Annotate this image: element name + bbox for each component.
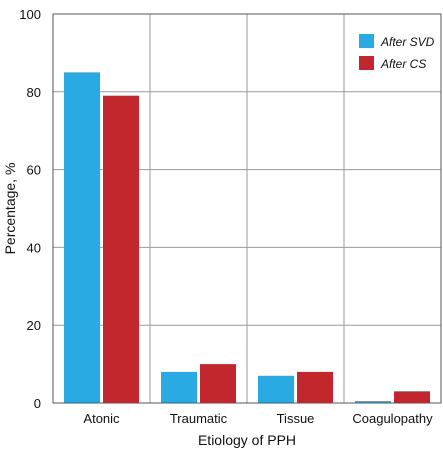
y-tick-label: 100 <box>19 7 41 22</box>
y-tick-label: 40 <box>27 240 41 255</box>
legend-label: After CS <box>380 57 426 71</box>
x-tick-label: Tissue <box>277 411 315 426</box>
x-tick-label: Atonic <box>83 411 120 426</box>
bar-tissue-cs <box>297 371 333 403</box>
legend-swatch <box>359 56 374 70</box>
bar-atonic-svd <box>64 72 100 403</box>
bar-traumatic-svd <box>161 371 197 403</box>
plot-frame <box>52 13 442 404</box>
y-tick-label: 20 <box>27 318 41 333</box>
bars <box>64 72 430 403</box>
bar-coagulopathy-svd <box>355 401 391 403</box>
bar-atonic-cs <box>103 95 139 403</box>
y-tick-label: 80 <box>27 85 41 100</box>
y-axis-ticks: 0 20 40 60 80 100 <box>19 7 41 411</box>
legend-swatch <box>359 34 374 48</box>
x-axis-title: Etiology of PPH <box>198 432 296 448</box>
bar-tissue-svd <box>258 375 294 403</box>
y-tick-label: 0 <box>34 396 41 411</box>
legend-label: After SVD <box>380 35 435 49</box>
y-tick-label: 60 <box>27 163 41 178</box>
x-tick-label: Traumatic <box>170 411 228 426</box>
legend: After SVD After CS <box>359 34 435 71</box>
y-axis-title: Percentage, % <box>2 163 18 255</box>
x-axis-ticks: Atonic Traumatic Tissue Coagulopathy <box>83 411 433 426</box>
bar-coagulopathy-cs <box>394 391 430 403</box>
x-tick-label: Coagulopathy <box>352 411 433 426</box>
bar-traumatic-cs <box>200 364 236 403</box>
